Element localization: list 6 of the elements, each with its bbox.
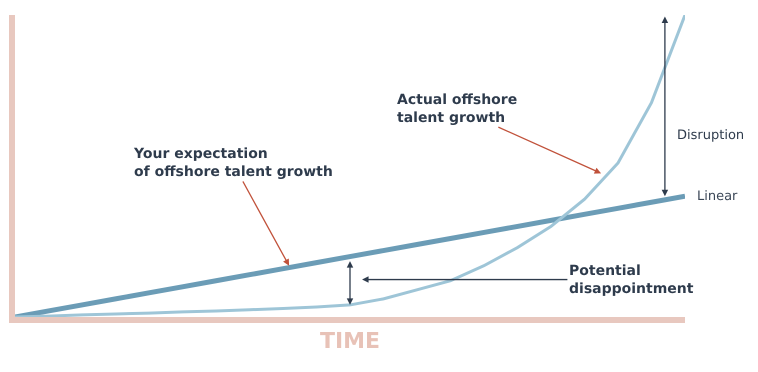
annotation: Your expectation of offshore talent growth	[133, 146, 333, 180]
annotation: Disruption	[677, 128, 744, 143]
series-label: Linear	[697, 189, 738, 204]
annotation: Actual offshore talent growth	[397, 92, 518, 126]
annotation: Potential disappointment	[569, 263, 694, 298]
x-axis-title: TIME	[320, 328, 380, 354]
